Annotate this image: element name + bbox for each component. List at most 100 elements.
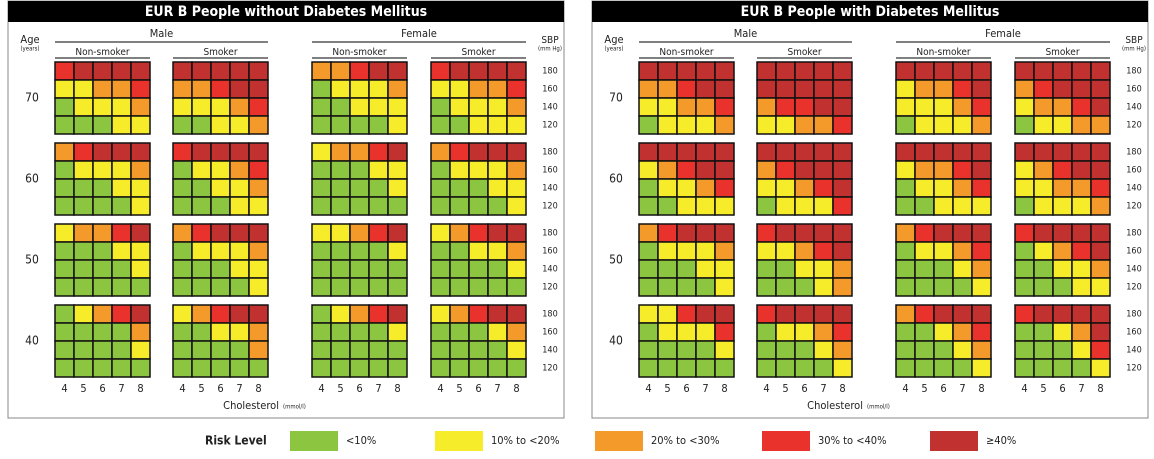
risk-cell — [210, 61, 231, 81]
risk-cell — [191, 79, 212, 99]
risk-cell — [638, 115, 659, 135]
risk-cell — [54, 178, 75, 198]
risk-cell — [657, 142, 678, 162]
risk-cell — [794, 178, 815, 198]
risk-cell — [832, 223, 853, 243]
risk-cell — [657, 160, 678, 180]
risk-cell — [914, 223, 935, 243]
risk-cell — [1052, 61, 1073, 81]
risk-cell — [229, 259, 250, 279]
risk-cell — [172, 322, 193, 342]
title-bar — [8, 1, 564, 22]
risk-cell — [775, 241, 796, 261]
risk-cell — [248, 196, 269, 216]
risk-cell — [638, 340, 659, 360]
risk-cell — [330, 241, 351, 261]
x-tick-label: 7 — [118, 382, 124, 395]
risk-cell — [813, 97, 834, 117]
risk-cell — [330, 358, 351, 378]
risk-cell — [349, 178, 370, 198]
risk-cell — [1014, 223, 1035, 243]
risk-cell — [506, 115, 527, 135]
risk-cell — [430, 196, 451, 216]
risk-cell — [952, 97, 973, 117]
risk-cell — [676, 358, 697, 378]
risk-cell — [895, 115, 916, 135]
risk-cell — [1014, 358, 1035, 378]
risk-cell — [330, 79, 351, 99]
risk-cell — [1071, 358, 1092, 378]
x-tick-label: 7 — [702, 382, 708, 395]
risk-cell — [676, 322, 697, 342]
risk-cell — [73, 196, 94, 216]
risk-cell — [487, 340, 508, 360]
risk-cell — [714, 304, 735, 324]
risk-cell — [1014, 277, 1035, 297]
risk-cell — [430, 97, 451, 117]
risk-cell — [229, 322, 250, 342]
risk-cell — [971, 340, 992, 360]
risk-cell — [248, 259, 269, 279]
risk-cell — [895, 142, 916, 162]
risk-cell — [971, 196, 992, 216]
x-tick-label: 6 — [475, 382, 481, 395]
risk-cell — [468, 241, 489, 261]
sbp-tick-label: 180 — [542, 310, 557, 320]
risk-cell — [54, 322, 75, 342]
risk-cell — [330, 97, 351, 117]
risk-cell — [914, 196, 935, 216]
risk-cell — [506, 142, 527, 162]
risk-cell — [813, 340, 834, 360]
age-value: 60 — [25, 172, 39, 186]
risk-cell — [349, 79, 370, 99]
risk-cell — [229, 277, 250, 297]
sbp-tick-label: 120 — [542, 283, 557, 293]
age-value: 50 — [25, 253, 39, 267]
risk-cell — [487, 142, 508, 162]
risk-cell — [368, 277, 389, 297]
sbp-tick-label: 160 — [542, 247, 557, 257]
risk-cell — [210, 115, 231, 135]
risk-cell — [430, 322, 451, 342]
age-value: 70 — [25, 91, 39, 105]
risk-cell — [368, 160, 389, 180]
risk-cell — [248, 79, 269, 99]
risk-cell — [130, 340, 151, 360]
x-tick-label: 4 — [902, 382, 908, 395]
risk-cell — [54, 340, 75, 360]
risk-cell — [229, 241, 250, 261]
x-axis-label: Cholesterol — [223, 399, 279, 412]
risk-cell — [210, 160, 231, 180]
risk-cell — [111, 259, 132, 279]
risk-cell — [73, 358, 94, 378]
risk-cell — [368, 115, 389, 135]
risk-cell — [210, 340, 231, 360]
risk-cell — [933, 79, 954, 99]
risk-cell — [952, 277, 973, 297]
risk-cell — [676, 223, 697, 243]
risk-cell — [756, 358, 777, 378]
x-tick-label: 4 — [318, 382, 324, 395]
risk-cell — [92, 160, 113, 180]
risk-cell — [794, 142, 815, 162]
risk-cell — [914, 259, 935, 279]
risk-cell — [1071, 115, 1092, 135]
risk-cell — [1033, 322, 1054, 342]
risk-cell — [756, 178, 777, 198]
age-unit: (years) — [20, 46, 39, 53]
risk-cell — [638, 304, 659, 324]
risk-cell — [813, 178, 834, 198]
risk-cell — [248, 241, 269, 261]
x-tick-label: 4 — [1021, 382, 1027, 395]
risk-cell — [1071, 196, 1092, 216]
risk-cell — [111, 142, 132, 162]
risk-cell — [1090, 196, 1111, 216]
risk-cell — [695, 358, 716, 378]
risk-cell — [1090, 223, 1111, 243]
risk-cell — [676, 277, 697, 297]
risk-cell — [832, 277, 853, 297]
risk-cell — [449, 241, 470, 261]
risk-cell — [714, 259, 735, 279]
sbp-tick-label: 160 — [1126, 85, 1141, 95]
risk-cell — [54, 259, 75, 279]
